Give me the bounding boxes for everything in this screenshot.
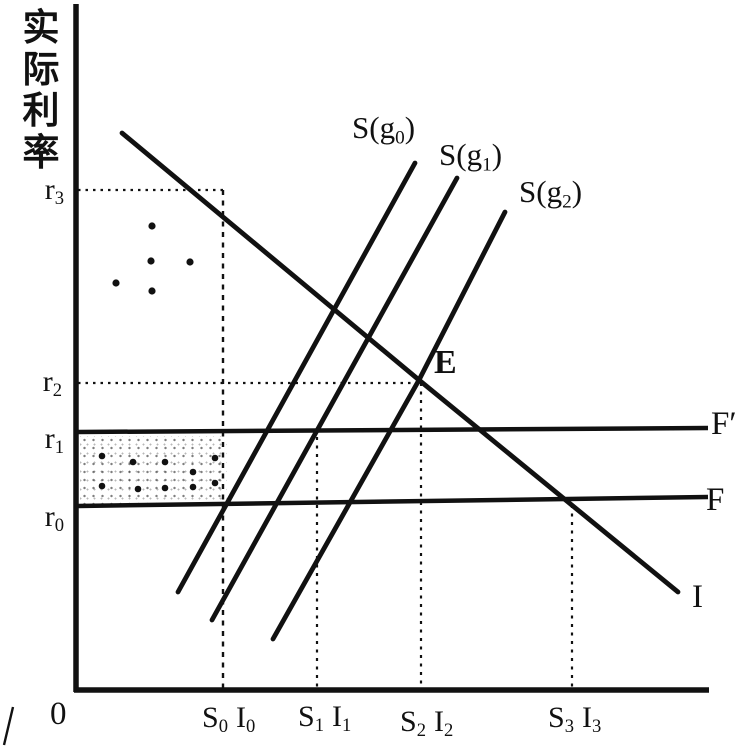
x-tick-s3i3: S3 I3 xyxy=(548,701,602,738)
stray-mark xyxy=(2,706,15,746)
f-line xyxy=(77,494,709,509)
y-tick-r1-base: r xyxy=(44,422,55,455)
origin-label: 0 xyxy=(50,696,67,732)
dot xyxy=(211,454,219,462)
x-tick-s1i1: S1 I1 xyxy=(298,700,352,737)
x-tick-s2-sub: 2 xyxy=(416,720,426,742)
x-tick-s3: S xyxy=(548,701,565,734)
dot xyxy=(161,484,169,492)
y-tick-r0: r0 xyxy=(12,500,64,537)
sg0-pre: S(g xyxy=(352,110,396,145)
investment-curve-label: I xyxy=(692,579,703,615)
sg2-sub: 2 xyxy=(562,191,572,213)
sg1-post: ) xyxy=(491,137,503,172)
x-tick-i0-sub: 0 xyxy=(245,716,256,738)
x-tick-s1: S xyxy=(298,700,315,733)
savings-curve-0-label: S(g0) xyxy=(352,110,416,149)
dot xyxy=(186,258,194,266)
sg0-post: ) xyxy=(404,110,416,145)
y-tick-r3: r3 xyxy=(12,173,64,210)
x-tick-i2: I xyxy=(433,705,444,738)
dot xyxy=(98,482,106,490)
savings-curve-2-label: S(g2) xyxy=(519,174,583,213)
x-tick-s0i0: S0 I0 xyxy=(202,701,256,738)
y-tick-r3-base: r xyxy=(44,173,55,206)
y-tick-r0-sub: 0 xyxy=(54,515,64,537)
sg1-pre: S(g xyxy=(439,137,483,172)
y-tick-r0-base: r xyxy=(44,500,55,533)
sg2-post: ) xyxy=(571,174,583,209)
y-tick-r1: r1 xyxy=(12,422,64,459)
y-tick-r2: r2 xyxy=(10,365,62,402)
x-tick-i0: I xyxy=(235,701,246,734)
equilibrium-label: E xyxy=(434,344,457,381)
dot xyxy=(134,485,142,493)
y-tick-r1-sub: 1 xyxy=(54,437,64,459)
x-tick-i1: I xyxy=(331,700,342,733)
x-tick-s2: S xyxy=(400,705,417,738)
y-tick-r2-base: r xyxy=(42,365,53,398)
dot xyxy=(148,222,156,230)
sg2-pre: S(g xyxy=(519,174,563,209)
sg0-sub: 0 xyxy=(395,127,405,149)
x-tick-s1-sub: 1 xyxy=(314,715,324,737)
savings-curve-0 xyxy=(175,160,418,595)
sg1-sub: 1 xyxy=(482,154,492,176)
y-tick-r2-sub: 2 xyxy=(52,380,62,402)
x-tick-i3: I xyxy=(581,701,592,734)
savings-curve-2 xyxy=(270,209,508,642)
dot xyxy=(148,287,156,295)
dot xyxy=(211,479,219,487)
f-label: F xyxy=(706,482,725,518)
x-tick-s0: S xyxy=(202,701,219,734)
x-tick-i3-sub: 3 xyxy=(591,716,602,738)
f-prime-label: F′ xyxy=(711,406,737,442)
scatter-dots xyxy=(98,222,219,493)
savings-curve-1 xyxy=(209,175,460,623)
x-tick-s0-sub: 0 xyxy=(218,716,228,738)
dot xyxy=(189,468,197,476)
investment-curve xyxy=(119,130,681,595)
y-axis-title: 实际利率 xyxy=(22,8,60,174)
y-tick-r3-sub: 3 xyxy=(54,188,64,210)
dot xyxy=(161,458,169,466)
x-tick-i1-sub: 1 xyxy=(341,715,352,737)
stipple-band xyxy=(80,436,227,505)
x-tick-i2-sub: 2 xyxy=(443,720,454,742)
dot xyxy=(112,279,120,287)
x-tick-s2i2: S2 I2 xyxy=(400,705,454,742)
dot xyxy=(98,452,106,460)
savings-curve-1-label: S(g1) xyxy=(439,137,503,176)
x-tick-s3-sub: 3 xyxy=(564,716,574,738)
dot xyxy=(147,257,155,265)
dot xyxy=(129,458,137,466)
dot xyxy=(189,483,197,491)
